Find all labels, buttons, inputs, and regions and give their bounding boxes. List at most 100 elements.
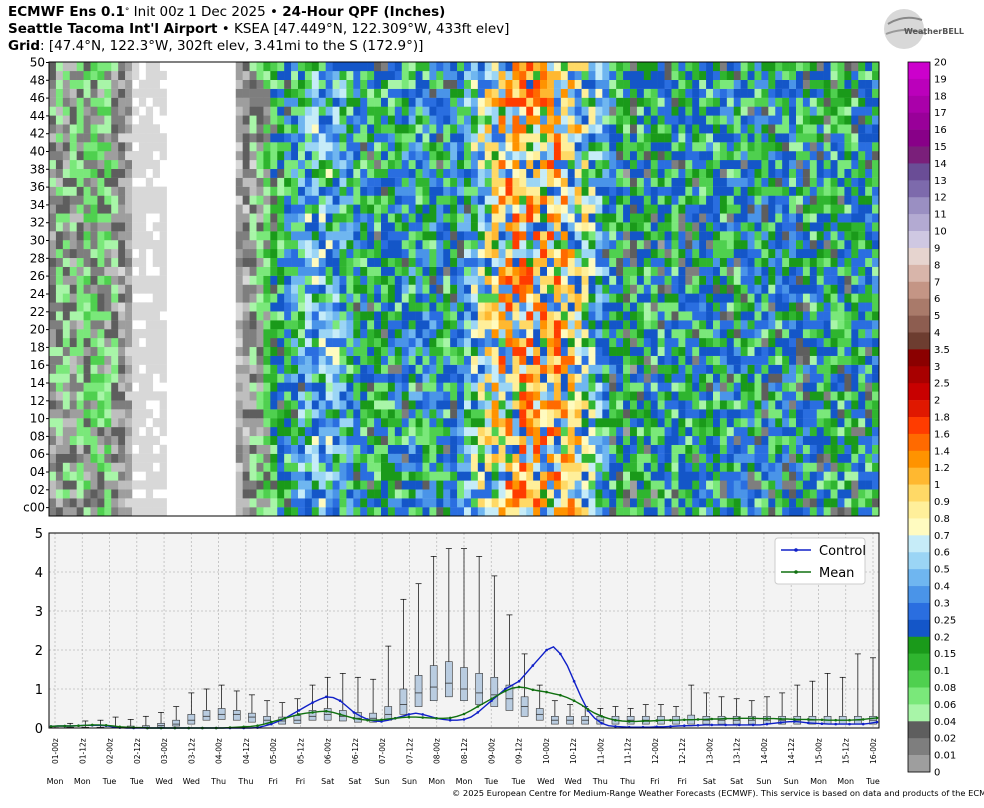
heatmap-cell [277, 462, 285, 472]
heatmap-cell [616, 364, 624, 374]
heatmap-cell [332, 489, 340, 499]
heatmap-cell [498, 489, 506, 499]
heatmap-cell [830, 409, 838, 419]
heatmap-cell [291, 284, 299, 294]
heatmap-cell [671, 293, 679, 303]
heatmap-cell [484, 418, 492, 428]
heatmap-cell [706, 320, 714, 330]
heatmap-cell [547, 222, 555, 232]
heatmap-cell [104, 231, 112, 241]
heatmap-cell [733, 204, 741, 214]
heatmap-cell [865, 426, 873, 437]
heatmap-cell [401, 355, 409, 365]
heatmap-cell [796, 231, 804, 241]
heatmap-cell [719, 507, 728, 517]
heatmap-cell [678, 400, 686, 410]
heatmap-cell [346, 391, 354, 401]
heatmap-cell [360, 373, 368, 383]
heatmap-cell [505, 151, 513, 161]
heatmap-cell [574, 409, 582, 419]
heatmap-cell [311, 329, 320, 339]
heatmap-cell [104, 177, 112, 187]
heatmap-cell [118, 320, 126, 330]
heatmap-cell [802, 498, 811, 508]
heatmap-cell [747, 409, 755, 419]
heatmap-cell [374, 159, 382, 170]
heatmap-cell [540, 275, 548, 285]
heatmap-cell [381, 409, 389, 419]
heatmap-cell [367, 186, 375, 196]
heatmap-cell [291, 115, 299, 125]
heatmap-cell [498, 373, 506, 383]
heatmap-cell [692, 151, 700, 161]
heatmap-cell [443, 444, 451, 454]
heatmap-cell [249, 124, 257, 134]
heatmap-cell [457, 507, 465, 517]
heatmap-cell [484, 435, 492, 445]
heatmap-cell [761, 257, 769, 267]
heatmap-cell [111, 409, 119, 419]
heatmap-cell [429, 302, 437, 312]
heatmap-cell [630, 471, 638, 481]
heatmap-cell [284, 480, 292, 490]
heatmap-cell [484, 400, 492, 410]
heatmap-cell [443, 391, 451, 401]
heatmap-cell [138, 186, 147, 196]
heatmap-cell [553, 382, 562, 392]
heatmap-cell [540, 435, 548, 445]
heatmap-cell [636, 159, 645, 170]
heatmap-cell [422, 106, 430, 116]
heatmap-cell [809, 426, 818, 437]
heatmap-cell [664, 329, 672, 339]
heatmap-cell [540, 106, 548, 116]
heatmap-cell [837, 159, 845, 170]
heatmap-cell [270, 302, 278, 312]
heatmap-cell [816, 115, 824, 125]
heatmap-cell [664, 222, 672, 232]
heatmap-cell [284, 133, 292, 143]
heatmap-cell [630, 266, 638, 276]
heatmap-cell [713, 240, 721, 250]
heatmap-cell [284, 302, 292, 312]
heatmap-cell [138, 266, 147, 276]
heatmap-cell [775, 204, 783, 214]
heatmap-cell [491, 257, 499, 267]
heatmap-cell [533, 355, 541, 365]
heatmap-cell [595, 284, 603, 294]
heatmap-cell [747, 222, 755, 232]
heatmap-cell [726, 462, 735, 472]
heatmap-cell [284, 142, 292, 152]
heatmap-cell [498, 222, 506, 232]
heatmap-cell [55, 151, 64, 161]
heatmap-cell [664, 231, 672, 241]
heatmap-cell [277, 177, 285, 187]
heatmap-cell [823, 133, 831, 143]
heatmap-cell [408, 159, 416, 170]
heatmap-cell [733, 213, 741, 223]
heatmap-cell [346, 489, 354, 499]
heatmap-cell [111, 444, 119, 454]
heatmap-cell [304, 248, 313, 259]
heatmap-cell [318, 391, 326, 401]
heatmap-cell [318, 231, 326, 241]
heatmap-cell [55, 444, 64, 454]
heatmap-cell [263, 409, 271, 419]
heatmap-cell [657, 418, 665, 428]
heatmap-cell [837, 373, 845, 383]
heatmap-cell [125, 213, 133, 223]
heatmap-cell [477, 142, 486, 152]
heatmap-cell [277, 311, 285, 321]
heatmap-cell [429, 444, 437, 454]
heatmap-cell [726, 329, 735, 339]
heatmap-cell [325, 142, 333, 152]
heatmap-cell [450, 195, 458, 205]
heatmap-cell [353, 355, 361, 365]
heatmap-cell [768, 409, 776, 419]
heatmap-cell [609, 159, 617, 170]
heatmap-cell [76, 257, 84, 267]
heatmap-cell [616, 186, 624, 196]
heatmap-cell [90, 337, 98, 348]
heatmap-cell [394, 231, 403, 241]
heatmap-cell [547, 355, 555, 365]
heatmap-cell [443, 453, 451, 463]
